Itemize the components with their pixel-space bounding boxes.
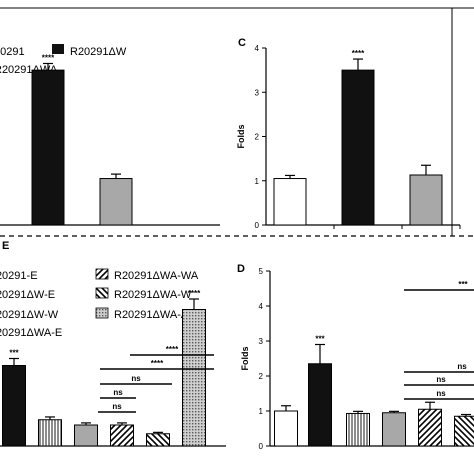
y-tick-label: 5: [259, 267, 264, 276]
comparison-label: ns: [113, 388, 123, 397]
legend-item-label: R20291ΔWA-A: [114, 309, 189, 321]
bar: [418, 408, 442, 447]
bar: [382, 412, 406, 447]
bar: [182, 309, 206, 447]
comparison-label: ***: [458, 280, 468, 289]
panel-label-d: D: [237, 263, 245, 275]
legend-swatch-backhatch: [95, 287, 109, 299]
legend-swatch-dots: [95, 307, 109, 319]
panel-label-c: C: [238, 37, 246, 49]
y-tick-label: 2: [259, 372, 264, 381]
bar: [38, 419, 62, 447]
y-tick-label: 1: [255, 177, 260, 186]
y-tick-label: 2: [255, 133, 260, 142]
bar: [346, 412, 370, 447]
comparison-label: ****: [151, 359, 164, 368]
legend-item-label: 20291: [0, 46, 25, 58]
comparison-label: ns: [112, 402, 122, 411]
legend-item-label: R20291ΔWA-WA: [114, 270, 199, 282]
y-axis-label: Folds: [236, 125, 246, 149]
y-axis-label: Folds: [240, 347, 250, 371]
bar: [110, 424, 134, 447]
panel-label-e-partial: E: [2, 240, 9, 252]
chart-panel-d: 0 1 2 3 4 5 Folds *** *** ns ns ns: [240, 267, 474, 451]
y-tick-label: 4: [259, 302, 264, 311]
bar: [99, 178, 133, 226]
y-tick-label: 1: [259, 407, 264, 416]
chart-panel-c: 0 1 2 3 4 Folds ****: [236, 44, 461, 230]
bar: [31, 69, 65, 226]
legend-swatch-hatch: [95, 268, 109, 280]
bar: [146, 433, 170, 447]
legend-bottom: R20291-E R20291ΔW-E R20291ΔW-W R20291ΔWA…: [0, 268, 199, 339]
legend-item-label: R20291ΔW-E: [0, 289, 55, 301]
legend-top: 20291 R20291ΔW R20291ΔWA: [0, 44, 127, 76]
y-tick-label: 3: [259, 337, 264, 346]
significance-label: ****: [42, 53, 55, 62]
significance-label: ****: [352, 49, 365, 58]
significance-label: ***: [9, 349, 19, 358]
y-tick-label: 0: [259, 442, 264, 451]
bar: [273, 178, 307, 226]
comparison-label: ns: [457, 362, 467, 371]
comparison-label: ns: [131, 374, 141, 383]
legend-item-label: R20291-E: [0, 270, 38, 282]
bar: [2, 365, 26, 447]
significance-label: ***: [315, 335, 325, 344]
bar: [74, 424, 98, 447]
y-tick-label: 4: [255, 44, 260, 53]
bar: [308, 363, 332, 447]
legend-swatch-black: [52, 44, 64, 54]
comparison-label: ns: [436, 375, 446, 384]
legend-item-label: R20291ΔW-W: [0, 309, 59, 321]
legend-item-label: R20291ΔWA-W: [114, 289, 192, 301]
y-tick-label: 3: [255, 88, 260, 97]
bar: [341, 69, 375, 226]
y-tick-label: 0: [255, 221, 260, 230]
bar: [274, 410, 298, 447]
bar: [409, 174, 443, 226]
chart-panel-b-partial: ****: [0, 53, 220, 226]
comparison-label: ****: [166, 345, 179, 354]
legend-item-label: R20291ΔWA-E: [0, 327, 62, 339]
significance-label: ****: [188, 289, 201, 298]
comparison-label: ns: [436, 389, 446, 398]
legend-item-label: R20291ΔW: [70, 46, 127, 58]
bar: [454, 415, 474, 447]
